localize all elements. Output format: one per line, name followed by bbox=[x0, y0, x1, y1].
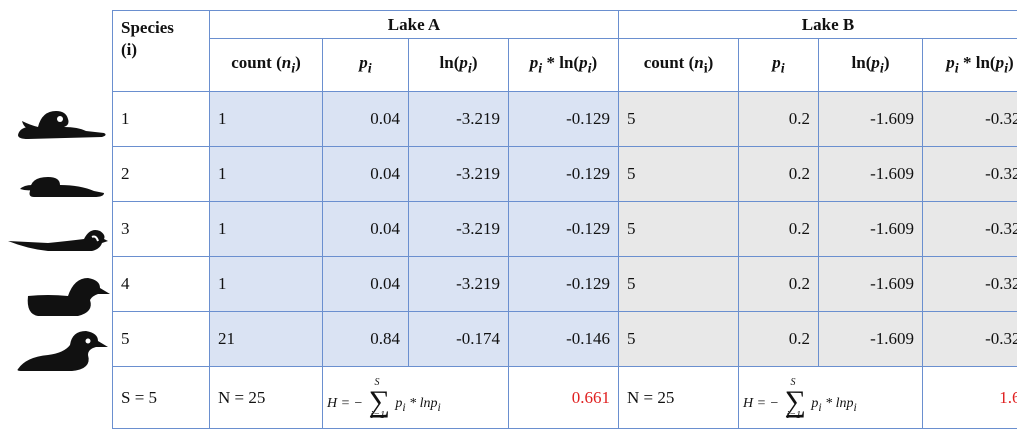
lake-b-p-cell: 0.2 bbox=[738, 311, 819, 367]
species-header-label: Species bbox=[121, 18, 174, 37]
species-cell: 3 bbox=[112, 201, 210, 257]
lake-b-formula: H = − S ∑ i=1 pi * lnpi bbox=[738, 366, 923, 429]
lake-b-count-cell: 5 bbox=[618, 91, 739, 147]
lake-a-pln-header: pi * ln(pi) bbox=[508, 38, 619, 92]
duck-silhouette-icon bbox=[20, 177, 104, 197]
lake-b-pln-header: pi * ln(pi) bbox=[922, 38, 1017, 92]
lake-a-h-value: 0.661 bbox=[508, 366, 619, 429]
bird-icons-column bbox=[0, 0, 112, 437]
lake-a-ln-cell: -3.219 bbox=[408, 91, 509, 147]
lake-a-count-cell: 1 bbox=[209, 91, 323, 147]
lake-a-pln-cell: -0.146 bbox=[508, 311, 619, 367]
lake-a-p-header: pi bbox=[322, 38, 409, 92]
lake-a-ln-cell: -3.219 bbox=[408, 201, 509, 257]
lake-b-count-cell: 5 bbox=[618, 146, 739, 202]
lake-a-ln-cell: -3.219 bbox=[408, 256, 509, 312]
lake-a-p-cell: 0.04 bbox=[322, 91, 409, 147]
header-row-columns: count (ni) pi ln(pi) pi * ln(pi) count (… bbox=[113, 38, 1017, 92]
lake-b-ln-cell: -1.609 bbox=[818, 91, 923, 147]
species-total: S = 5 bbox=[112, 366, 210, 429]
lake-b-ln-header: ln(pi) bbox=[818, 38, 923, 92]
species-cell: 1 bbox=[112, 91, 210, 147]
lake-b-ln-cell: -1.609 bbox=[818, 311, 923, 367]
header-row-lakes: Species (i) Lake A Lake B bbox=[112, 10, 1017, 92]
shannon-formula: H = − S ∑ i=1 pi * lnpi bbox=[743, 376, 857, 421]
lake-b-pln-cell: -0.322 bbox=[922, 256, 1017, 312]
lake-b-h-value: 1.61 bbox=[922, 366, 1017, 429]
species-cell: 2 bbox=[112, 146, 210, 202]
lake-a-pln-cell: -0.129 bbox=[508, 146, 619, 202]
lake-a-count-cell: 21 bbox=[209, 311, 323, 367]
table-row: 5 21 0.84 -0.174 -0.146 5 0.2 -1.609 -0.… bbox=[112, 311, 1017, 367]
lake-b-p-cell: 0.2 bbox=[738, 146, 819, 202]
duck-silhouette-icon bbox=[8, 230, 108, 251]
diversity-table: Species (i) Lake A Lake B count (ni) pi … bbox=[112, 10, 1017, 429]
table-row: 4 1 0.04 -3.219 -0.129 5 0.2 -1.609 -0.3… bbox=[112, 256, 1017, 312]
lake-b-count-header: count (ni) bbox=[618, 38, 739, 92]
species-cell: 5 bbox=[112, 311, 210, 367]
lake-a-p-cell: 0.04 bbox=[322, 256, 409, 312]
lake-b-total-n: N = 25 bbox=[618, 366, 739, 429]
lake-b-p-cell: 0.2 bbox=[738, 256, 819, 312]
lake-b-ln-cell: -1.609 bbox=[818, 201, 923, 257]
summary-row: S = 5 N = 25 H = − S ∑ i=1 pi * lnpi 0.6… bbox=[112, 366, 1017, 429]
lake-a-p-cell: 0.04 bbox=[322, 146, 409, 202]
species-header-sub: (i) bbox=[121, 40, 138, 59]
lake-b-pln-cell: -0.322 bbox=[922, 146, 1017, 202]
table-row: 3 1 0.04 -3.219 -0.129 5 0.2 -1.609 -0.3… bbox=[112, 201, 1017, 257]
lake-b-p-cell: 0.2 bbox=[738, 91, 819, 147]
lake-a-p-cell: 0.84 bbox=[322, 311, 409, 367]
lake-a-ln-cell: -3.219 bbox=[408, 146, 509, 202]
lake-b-ln-cell: -1.609 bbox=[818, 146, 923, 202]
shannon-formula: H = − S ∑ i=1 pi * lnpi bbox=[327, 376, 441, 421]
lake-b-count-cell: 5 bbox=[618, 256, 739, 312]
duck-silhouette-icon bbox=[27, 278, 110, 316]
lake-b-count-cell: 5 bbox=[618, 311, 739, 367]
lake-a-total-n: N = 25 bbox=[209, 366, 323, 429]
lake-a-count-cell: 1 bbox=[209, 146, 323, 202]
lake-b-p-header: pi bbox=[738, 38, 819, 92]
lake-b-pln-cell: -0.322 bbox=[922, 311, 1017, 367]
lake-b-header: Lake B bbox=[618, 10, 1017, 39]
lake-b-pln-cell: -0.322 bbox=[922, 201, 1017, 257]
lake-b-pln-cell: -0.322 bbox=[922, 91, 1017, 147]
lake-a-count-cell: 1 bbox=[209, 201, 323, 257]
lake-a-pln-cell: -0.129 bbox=[508, 256, 619, 312]
lake-a-count-header: count (ni) bbox=[209, 38, 323, 92]
duck-silhouette-icon bbox=[18, 111, 106, 139]
lake-a-ln-cell: -0.174 bbox=[408, 311, 509, 367]
duck-silhouette-icon bbox=[17, 331, 108, 371]
lake-a-ln-header: ln(pi) bbox=[408, 38, 509, 92]
lake-a-count-cell: 1 bbox=[209, 256, 323, 312]
lake-a-header: Lake A bbox=[209, 10, 619, 39]
lake-a-pln-cell: -0.129 bbox=[508, 91, 619, 147]
lake-a-p-cell: 0.04 bbox=[322, 201, 409, 257]
lake-a-formula: H = − S ∑ i=1 pi * lnpi bbox=[322, 366, 509, 429]
table-row: 1 1 0.04 -3.219 -0.129 5 0.2 -1.609 -0.3… bbox=[112, 91, 1017, 147]
lake-a-pln-cell: -0.129 bbox=[508, 201, 619, 257]
lake-b-p-cell: 0.2 bbox=[738, 201, 819, 257]
species-header: Species (i) bbox=[112, 10, 210, 92]
table-row: 2 1 0.04 -3.219 -0.129 5 0.2 -1.609 -0.3… bbox=[112, 146, 1017, 202]
species-cell: 4 bbox=[112, 256, 210, 312]
lake-b-count-cell: 5 bbox=[618, 201, 739, 257]
lake-b-ln-cell: -1.609 bbox=[818, 256, 923, 312]
